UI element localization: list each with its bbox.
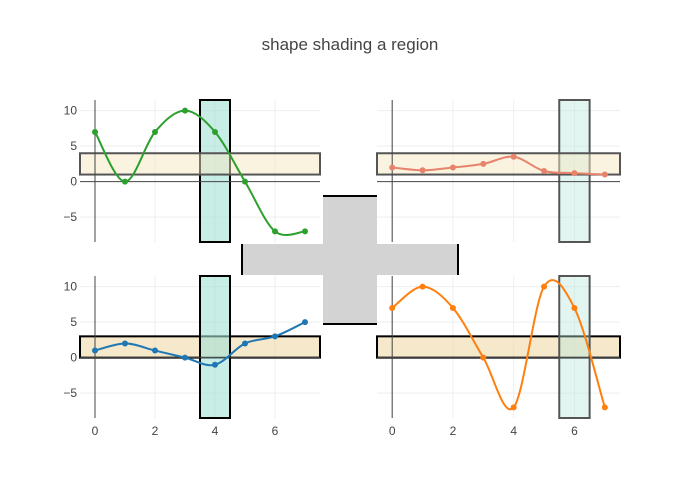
data-point[interactable] [480, 160, 487, 167]
data-point[interactable] [541, 283, 548, 290]
data-point[interactable] [302, 228, 308, 235]
data-point[interactable] [302, 319, 308, 326]
subplot-bottom-right: 0 2 4 6 [376, 275, 621, 438]
data-point[interactable] [92, 347, 98, 354]
data-point[interactable] [601, 404, 608, 411]
y-band-shape [79, 152, 321, 176]
y-band-shape [376, 152, 621, 176]
data-point[interactable] [510, 153, 517, 160]
y-tick-label: 10 [64, 280, 78, 294]
x-tick-label: 2 [152, 424, 159, 438]
y-tick-label: 10 [64, 104, 78, 118]
subplot-top-right [376, 99, 621, 243]
data-point[interactable] [242, 178, 248, 185]
data-point[interactable] [272, 333, 278, 340]
y-tick-label: 5 [70, 315, 77, 329]
data-point[interactable] [571, 170, 578, 177]
x-tick-label: 6 [272, 424, 279, 438]
data-point[interactable] [242, 340, 248, 347]
x-tick-label: 6 [571, 424, 578, 438]
data-point[interactable] [182, 354, 188, 361]
cross-horizontal-bar [242, 244, 458, 275]
data-point[interactable] [449, 304, 456, 311]
data-point[interactable] [122, 340, 128, 347]
y-tick-label: −5 [63, 386, 77, 400]
y-tick-label: −5 [63, 210, 77, 224]
data-point[interactable] [389, 164, 396, 171]
x-band-shape [558, 275, 591, 419]
data-point[interactable] [152, 347, 158, 354]
subplot-top-left: 10 5 0 −5 [63, 99, 321, 243]
plots-layer: 10 5 0 −5 10 5 0 −5 0 2 4 6 0 2 4 6 [63, 99, 621, 438]
x-tick-label: 4 [510, 424, 517, 438]
data-point[interactable] [152, 128, 158, 135]
data-point[interactable] [92, 128, 98, 135]
data-point[interactable] [419, 283, 426, 290]
y-tick-label: 5 [70, 139, 77, 153]
x-tick-label: 4 [212, 424, 219, 438]
data-point[interactable] [389, 304, 396, 311]
data-point[interactable] [212, 128, 218, 135]
subplot-bottom-left: 10 5 0 −5 0 2 4 6 [63, 275, 321, 438]
data-point[interactable] [480, 354, 487, 361]
data-point[interactable] [449, 164, 456, 171]
chart-title: shape shading a region [262, 35, 439, 54]
data-point[interactable] [601, 171, 608, 178]
x-tick-label: 2 [450, 424, 457, 438]
data-point[interactable] [212, 361, 218, 368]
y-tick-label: 0 [70, 175, 77, 189]
data-point[interactable] [122, 178, 128, 185]
data-point[interactable] [571, 304, 578, 311]
data-point[interactable] [510, 404, 517, 411]
data-point[interactable] [419, 167, 426, 174]
y-tick-label: 0 [70, 351, 77, 365]
data-point[interactable] [272, 228, 278, 235]
data-point[interactable] [182, 107, 188, 114]
x-tick-label: 0 [389, 424, 396, 438]
cross-shape [241, 195, 459, 325]
data-point[interactable] [541, 168, 548, 174]
x-tick-label: 0 [92, 424, 99, 438]
x-band-shape [199, 275, 231, 419]
